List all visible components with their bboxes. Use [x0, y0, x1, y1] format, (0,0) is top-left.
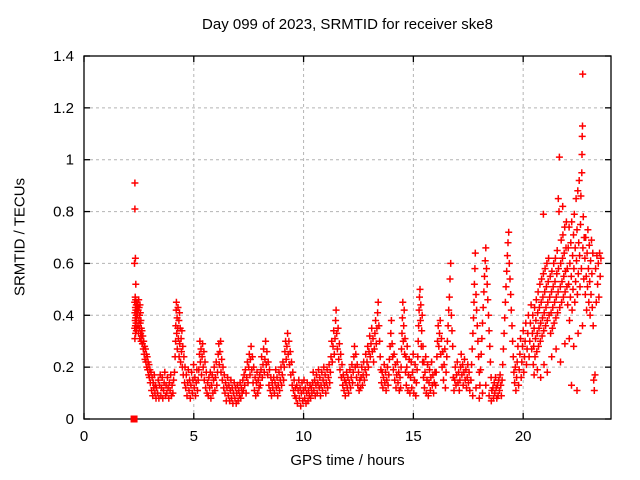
y-tick-label: 1.2 — [53, 100, 74, 117]
x-tick-label: 10 — [295, 428, 312, 445]
x-tick-label: 0 — [80, 428, 88, 445]
y-tick-label: 0.6 — [53, 255, 74, 272]
x-axis-label: GPS time / hours — [290, 452, 405, 469]
y-tick-label: 1 — [66, 152, 74, 169]
x-tick-label: 20 — [515, 428, 532, 445]
plot-border — [83, 55, 612, 420]
chart-title: Day 099 of 2023, SRMTID for receiver ske… — [202, 16, 493, 33]
y-tick-label: 0.2 — [53, 359, 74, 376]
y-tick-label: 0 — [66, 411, 74, 428]
y-tick-label: 0.4 — [53, 307, 74, 324]
data-point-square-marker — [130, 415, 138, 423]
y-tick-label: 1.4 — [53, 48, 74, 65]
data-points-plus-markers — [131, 70, 605, 410]
x-tick-label: 15 — [405, 428, 422, 445]
x-tick-label: 5 — [190, 428, 198, 445]
y-tick-label: 0.8 — [53, 204, 74, 221]
